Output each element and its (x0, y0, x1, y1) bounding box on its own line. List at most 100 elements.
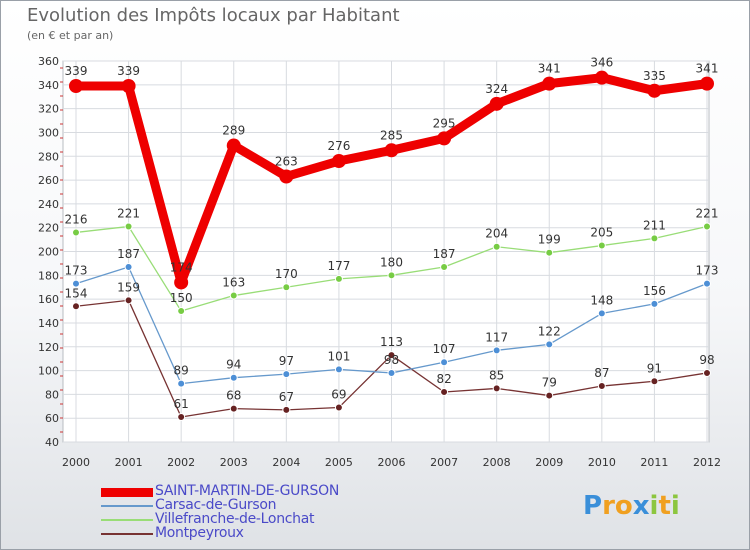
data-point (384, 143, 399, 158)
x-tick-label: 2012 (693, 456, 721, 469)
legend-label: Carsac-de-Gurson (155, 497, 277, 513)
chart-subtitle: (en € et par an) (27, 29, 114, 42)
y-tick-label: 180 (38, 269, 59, 282)
data-point (69, 79, 83, 94)
data-label: 69 (331, 387, 346, 401)
data-label: 87 (594, 366, 609, 380)
data-label: 113 (380, 335, 403, 349)
data-point (334, 365, 343, 374)
y-tick-label: 220 (38, 222, 59, 235)
data-point (597, 241, 606, 250)
data-label: 101 (327, 349, 350, 363)
brand-letter: i (649, 491, 659, 521)
data-label: 117 (485, 330, 508, 344)
data-label: 180 (380, 255, 403, 269)
chart-title: Evolution des Impôts locaux par Habitant (27, 5, 400, 26)
data-point (124, 222, 133, 231)
data-label: 154 (65, 286, 88, 300)
series-0 (69, 70, 714, 290)
data-label: 187 (117, 247, 140, 261)
data-point (545, 340, 554, 349)
data-label: 89 (174, 364, 189, 378)
data-point (597, 382, 606, 391)
data-point (387, 368, 396, 377)
data-point (437, 131, 452, 146)
legend-item: Villefranche-de-Lonchat (101, 511, 421, 527)
data-point (492, 242, 501, 251)
data-label: 221 (117, 206, 140, 220)
data-point (282, 283, 291, 292)
legend-label: SAINT-MARTIN-DE-GURSON (155, 483, 340, 499)
data-point (226, 138, 241, 153)
y-tick-label: 300 (38, 126, 59, 139)
y-tick-label: 40 (45, 436, 59, 449)
data-point (700, 76, 714, 91)
x-tick-label: 2007 (430, 456, 458, 469)
data-label: 199 (538, 233, 561, 247)
x-tick-label: 2003 (220, 456, 248, 469)
data-label: 67 (279, 390, 294, 404)
data-label: 68 (226, 389, 241, 403)
brand-letter: i (670, 491, 680, 521)
data-point (597, 309, 606, 318)
data-label: 339 (117, 64, 140, 78)
data-label: 173 (65, 264, 88, 278)
data-label: 335 (643, 69, 666, 83)
data-label: 289 (222, 124, 245, 138)
data-label: 339 (65, 64, 88, 78)
data-label: 204 (485, 227, 508, 241)
legend-label: Montpeyroux (155, 525, 244, 541)
data-label: 216 (65, 212, 88, 226)
brand-letter: r (602, 491, 615, 521)
data-point (282, 405, 291, 414)
data-label: 61 (174, 397, 189, 411)
y-tick-label: 120 (38, 341, 59, 354)
series-1 (72, 262, 711, 388)
data-point (387, 351, 396, 360)
y-tick-label: 280 (38, 150, 59, 163)
data-point (229, 291, 238, 300)
y-tick-label: 200 (38, 246, 59, 259)
y-tick-label: 100 (38, 365, 59, 378)
data-point (124, 262, 133, 271)
x-tick-label: 2010 (588, 456, 616, 469)
data-label: 97 (279, 354, 294, 368)
data-point (440, 387, 449, 396)
data-label: 187 (433, 247, 456, 261)
data-label: 324 (485, 82, 508, 96)
data-point (282, 370, 291, 379)
legend: SAINT-MARTIN-DE-GURSON Carsac-de-Gurson Vi… (101, 483, 421, 541)
legend-swatch (101, 533, 153, 535)
data-point (177, 307, 186, 316)
data-label: 211 (643, 218, 666, 232)
brand-letter: x (632, 491, 650, 521)
data-point (177, 412, 186, 421)
data-point (545, 391, 554, 400)
data-label: 177 (327, 259, 350, 273)
data-point (647, 83, 662, 98)
data-label: 98 (384, 353, 399, 367)
y-tick-label: 240 (38, 198, 59, 211)
x-tick-label: 2006 (378, 456, 406, 469)
data-label: 221 (696, 206, 719, 220)
data-point (545, 248, 554, 257)
data-point (229, 373, 238, 382)
data-point (594, 70, 609, 85)
data-point (334, 274, 343, 283)
series-3 (72, 296, 711, 421)
x-tick-label: 2004 (272, 456, 300, 469)
data-label: 346 (590, 56, 613, 70)
data-point (703, 222, 711, 231)
legend-label: Villefranche-de-Lonchat (155, 511, 315, 527)
x-tick-label: 2011 (640, 456, 668, 469)
x-tick-label: 2001 (115, 456, 143, 469)
data-point (703, 368, 711, 377)
data-point (492, 384, 501, 393)
data-label: 79 (542, 376, 557, 390)
legend-item: SAINT-MARTIN-DE-GURSON (101, 483, 421, 499)
data-label: 85 (489, 368, 504, 382)
data-label: 263 (275, 154, 298, 168)
brand-letter: P (583, 491, 603, 521)
